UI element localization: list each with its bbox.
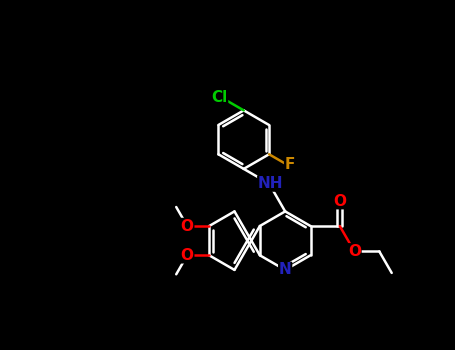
Text: Cl: Cl bbox=[211, 90, 228, 105]
Text: F: F bbox=[285, 157, 295, 172]
Text: O: O bbox=[348, 244, 361, 259]
Text: O: O bbox=[181, 218, 194, 233]
Text: N: N bbox=[279, 262, 292, 278]
Text: O: O bbox=[333, 194, 346, 209]
Text: NH: NH bbox=[258, 176, 283, 191]
Text: O: O bbox=[181, 248, 194, 263]
